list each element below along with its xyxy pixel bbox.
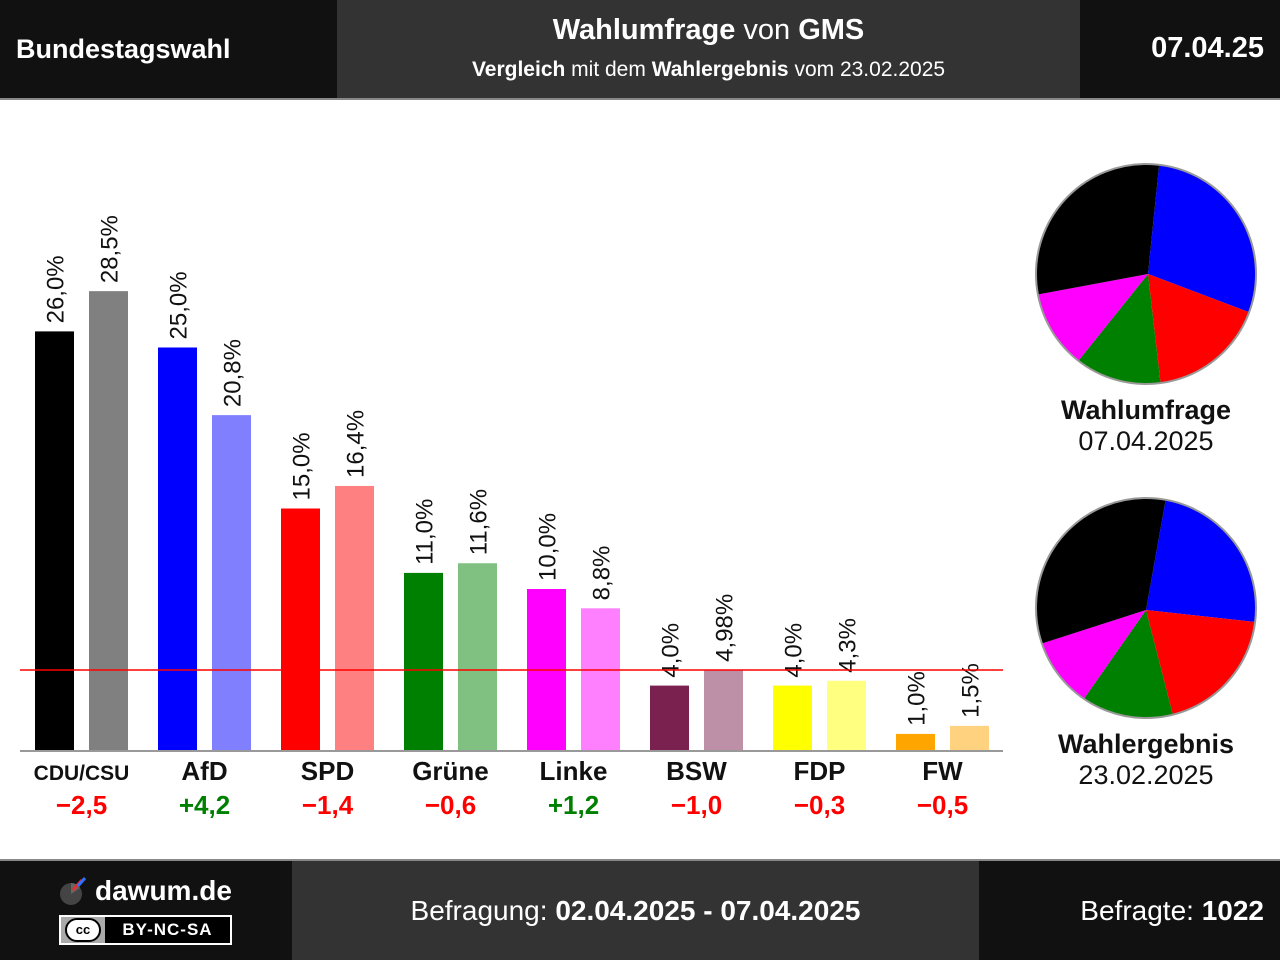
header-center: Wahlumfrage von GMS Vergleich mit dem Wa…	[337, 0, 1080, 98]
pie-1-slice-1	[1146, 610, 1256, 715]
footer-center: Befragung: 02.04.2025 - 07.04.2025	[292, 861, 979, 960]
category-label-2: SPD	[301, 756, 354, 786]
bar-poll-3	[404, 572, 443, 750]
pie-1-slice-3	[1041, 610, 1146, 699]
bar-chart: 26,0% 28,5% CDU/CSU −2,5 25,0% 20,8% AfD +4,2 15…	[20, 163, 1257, 820]
bar-poll-2	[281, 508, 320, 750]
value-label-poll-4: 10,0%	[535, 513, 562, 581]
value-label-result-1: 20,8%	[220, 339, 247, 407]
poll-title: Wahlumfrage von GMS	[552, 14, 865, 46]
change-label-5: −1,0	[671, 790, 722, 820]
license-text: BY-NC-SA	[105, 917, 230, 943]
bar-result-4	[581, 608, 620, 750]
bar-poll-1	[158, 347, 197, 750]
poll-subtitle: Vergleich mit dem Wahlergebnis vom 23.02…	[471, 58, 946, 81]
pie-1-slice-4	[1036, 497, 1166, 644]
header-left: Bundestagswahl	[0, 0, 337, 98]
bar-result-5	[704, 669, 743, 750]
poll-date: 07.04.25	[1151, 32, 1264, 64]
change-label-0: −2,5	[56, 790, 107, 820]
value-label-result-2: 16,4%	[343, 410, 370, 478]
header-right: 07.04.25	[1080, 0, 1280, 98]
bar-result-6	[827, 680, 866, 750]
category-label-3: Grüne	[412, 756, 489, 786]
footer-right: Befragte: 1022	[979, 861, 1280, 960]
footer-divider	[0, 859, 1280, 861]
bar-result-2	[335, 485, 374, 750]
pie-0-slice-2	[1078, 274, 1161, 384]
pie-1-slice-0	[1146, 499, 1257, 622]
bar-poll-7	[896, 733, 935, 750]
category-label-1: AfD	[181, 756, 227, 786]
cc-icon: cc	[65, 918, 101, 942]
value-label-result-6: 4,3%	[835, 618, 862, 673]
category-label-6: FDP	[794, 756, 846, 786]
pie-date-result: 23.02.2025	[1078, 760, 1214, 790]
respondents: Befragte: 1022	[1080, 895, 1264, 926]
pie-0-outline	[1035, 163, 1257, 385]
pie-label-result: Wahlergebnis 23.02.2025	[1021, 729, 1271, 791]
logo-text[interactable]: dawum.de	[95, 875, 232, 906]
bar-poll-5	[650, 685, 689, 750]
pie-label-poll: Wahlumfrage 07.04.2025	[1021, 395, 1271, 457]
survey-period: Befragung: 02.04.2025 - 07.04.2025	[410, 895, 861, 926]
pie-title-poll: Wahlumfrage	[1060, 395, 1231, 425]
bar-result-0	[89, 291, 128, 750]
category-label-5: BSW	[666, 756, 727, 786]
pie-1-outline	[1035, 497, 1257, 719]
value-label-poll-6: 4,0%	[781, 623, 808, 678]
change-label-3: −0,6	[425, 790, 476, 820]
change-label-2: −1,4	[302, 790, 354, 820]
pie-1-slice-2	[1083, 610, 1173, 718]
change-label-1: +4,2	[179, 790, 230, 820]
value-label-poll-3: 11,0%	[412, 499, 439, 565]
value-label-result-7: 1,5%	[958, 663, 985, 718]
category-label-4: Linke	[540, 756, 608, 786]
value-label-poll-0: 26,0%	[43, 255, 70, 323]
pie-title-result: Wahlergebnis	[1057, 729, 1235, 759]
header-divider	[0, 98, 1280, 100]
pie-date-poll: 07.04.2025	[1078, 426, 1214, 456]
value-label-result-3: 11,6%	[466, 489, 493, 555]
bar-poll-0	[35, 331, 74, 750]
pie-0-slice-1	[1148, 274, 1250, 384]
value-label-result-4: 8,8%	[589, 546, 616, 601]
pie-0-slice-0	[1148, 164, 1257, 313]
pie-0-slice-4	[1036, 163, 1160, 295]
election-title: Bundestagswahl	[16, 34, 231, 64]
bar-result-1	[212, 415, 251, 750]
category-label-7: FW	[922, 756, 963, 786]
footer-left: dawum.de cc BY-NC-SA	[0, 861, 292, 960]
bar-result-3	[458, 563, 497, 750]
dawum-logo-icon	[60, 877, 87, 905]
value-label-result-5: 4,98%	[712, 594, 739, 662]
pie-0-slice-3	[1037, 274, 1148, 361]
value-label-poll-7: 1,0%	[904, 671, 931, 726]
value-label-poll-1: 25,0%	[166, 271, 193, 339]
category-label-0: CDU/CSU	[34, 762, 130, 785]
change-label-7: −0,5	[917, 790, 968, 820]
value-label-result-0: 28,5%	[97, 215, 124, 283]
value-label-poll-2: 15,0%	[289, 432, 316, 500]
change-label-6: −0,3	[794, 790, 845, 820]
license-badge[interactable]: cc BY-NC-SA	[59, 915, 232, 945]
value-label-poll-5: 4,0%	[658, 623, 685, 678]
bar-poll-6	[773, 685, 812, 750]
change-label-4: +1,2	[548, 790, 599, 820]
bar-result-7	[950, 725, 989, 750]
